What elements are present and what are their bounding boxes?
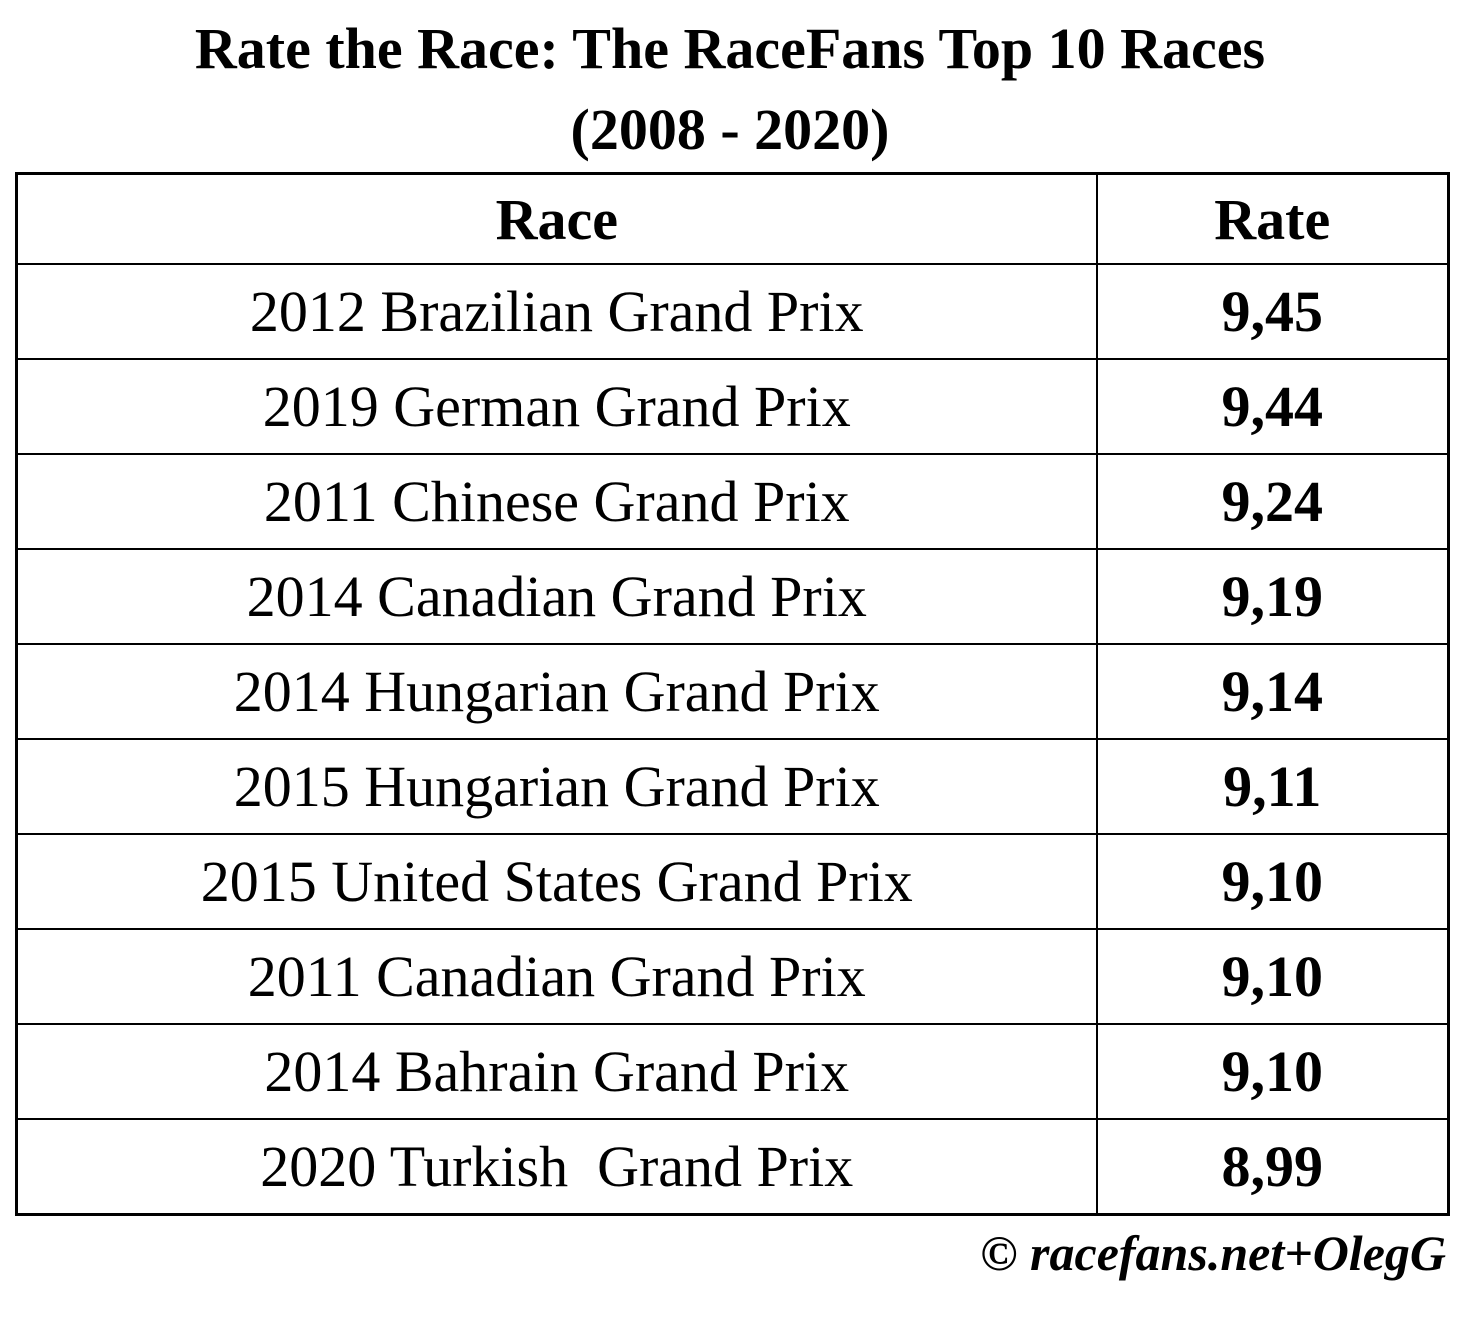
table-row: 2012 Brazilian Grand Prix 9,45 bbox=[15, 263, 1450, 360]
rate-cell: 9,10 bbox=[1095, 928, 1450, 1025]
race-cell: 2011 Chinese Grand Prix bbox=[15, 453, 1098, 550]
race-cell: 2014 Canadian Grand Prix bbox=[15, 548, 1098, 645]
race-column-header: Race bbox=[15, 172, 1098, 265]
rate-column-header: Rate bbox=[1095, 172, 1450, 265]
copyright-credit: © racefans.net+OlegG bbox=[980, 1225, 1446, 1281]
race-cell: 2020 Turkish Grand Prix bbox=[15, 1118, 1098, 1216]
table-row: 2011 Chinese Grand Prix 9,24 bbox=[15, 453, 1450, 550]
table-row: 2015 United States Grand Prix 9,10 bbox=[15, 833, 1450, 930]
rate-cell: 9,10 bbox=[1095, 833, 1450, 930]
top10-races-table: Race Rate 2012 Brazilian Grand Prix 9,45 2… bbox=[15, 172, 1450, 1216]
race-cell: 2015 Hungarian Grand Prix bbox=[15, 738, 1098, 835]
table-body: 2012 Brazilian Grand Prix 9,45 2019 German… bbox=[15, 263, 1450, 1216]
table-row: 2014 Bahrain Grand Prix 9,10 bbox=[15, 1023, 1450, 1120]
header-row: Race Rate bbox=[15, 172, 1450, 265]
race-cell: 2011 Canadian Grand Prix bbox=[15, 928, 1098, 1025]
rate-cell: 9,19 bbox=[1095, 548, 1450, 645]
title-line-2: (2008 - 2020) bbox=[570, 97, 890, 162]
table-row: 2019 German Grand Prix 9,44 bbox=[15, 358, 1450, 455]
rate-cell: 9,44 bbox=[1095, 358, 1450, 455]
race-cell: 2015 United States Grand Prix bbox=[15, 833, 1098, 930]
table-header: Race Rate bbox=[15, 172, 1450, 265]
page-title: Rate the Race: The RaceFans Top 10 Races… bbox=[0, 0, 1460, 172]
race-cell: 2019 German Grand Prix bbox=[15, 358, 1098, 455]
rate-cell: 9,14 bbox=[1095, 643, 1450, 740]
rate-cell: 8,99 bbox=[1095, 1118, 1450, 1216]
table-row: 2020 Turkish Grand Prix 8,99 bbox=[15, 1118, 1450, 1216]
race-cell: 2012 Brazilian Grand Prix bbox=[15, 263, 1098, 360]
race-cell: 2014 Bahrain Grand Prix bbox=[15, 1023, 1098, 1120]
race-cell: 2014 Hungarian Grand Prix bbox=[15, 643, 1098, 740]
table-row: 2011 Canadian Grand Prix 9,10 bbox=[15, 928, 1450, 1025]
table-row: 2015 Hungarian Grand Prix 9,11 bbox=[15, 738, 1450, 835]
rate-cell: 9,45 bbox=[1095, 263, 1450, 360]
table-row: 2014 Hungarian Grand Prix 9,14 bbox=[15, 643, 1450, 740]
title-line-1: Rate the Race: The RaceFans Top 10 Races bbox=[194, 16, 1266, 81]
rate-cell: 9,24 bbox=[1095, 453, 1450, 550]
rate-cell: 9,11 bbox=[1095, 738, 1450, 835]
rate-cell: 9,10 bbox=[1095, 1023, 1450, 1120]
table-row: 2014 Canadian Grand Prix 9,19 bbox=[15, 548, 1450, 645]
